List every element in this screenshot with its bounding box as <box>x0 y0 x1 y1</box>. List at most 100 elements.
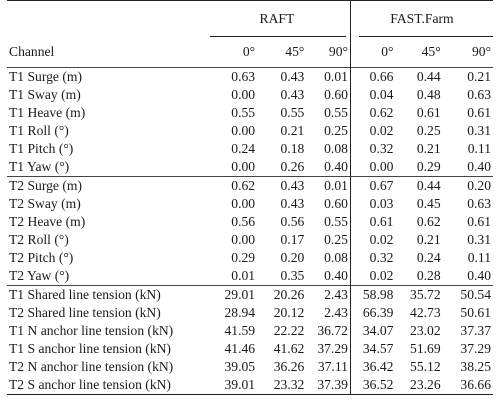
table-cell: 23.32 <box>255 376 305 395</box>
table-cell: 0.21 <box>440 67 493 86</box>
table-cell: 0.32 <box>349 140 394 158</box>
table-cell: 0.21 <box>280 123 305 138</box>
table-cell: 23.26 <box>393 376 441 395</box>
table-row: T2 Sway (m) 0.00 0.43 0.60 0.03 0.45 0.63 <box>7 195 493 213</box>
group-header-raft: RAFT <box>203 0 351 37</box>
table-row: T1 Heave (m) 0.55 0.55 0.55 0.62 0.61 0.61 <box>7 104 493 122</box>
table-cell: 0.24 <box>416 250 441 265</box>
table-cell: 41.62 <box>273 341 305 356</box>
table-cell: 0.60 <box>324 196 348 211</box>
table-cell: 50.54 <box>440 285 493 304</box>
table-cell: 0.29 <box>416 159 441 174</box>
table-cell: 0.00 <box>231 123 256 138</box>
table-row: T1 N anchor line tension (kN) 41.59 22.22 3… <box>7 322 493 340</box>
table-cell: 42.73 <box>410 305 441 320</box>
table-cell: 2.43 <box>304 285 351 304</box>
row-label: T1 Pitch (°) <box>9 141 74 156</box>
table-cell: 51.69 <box>410 341 441 356</box>
table-cell: 0.20 <box>280 250 305 265</box>
group-header-empty <box>7 0 204 37</box>
table-cell: 0.11 <box>467 250 491 265</box>
row-label: T2 Yaw (°) <box>9 268 70 283</box>
table-cell: 0.61 <box>467 214 491 229</box>
table-cell: 0.01 <box>231 268 256 283</box>
table-cell: 0.43 <box>255 67 305 86</box>
table-cell: 0.01 <box>304 67 351 86</box>
table-row: T1 Surge (m) 0.63 0.43 0.01 0.66 0.44 0.21 <box>7 67 493 86</box>
table-cell: 0.55 <box>280 105 305 120</box>
table-cell: 36.42 <box>349 358 394 376</box>
table-cell: 0.62 <box>416 214 441 229</box>
column-header-raft-45: 45° <box>285 44 305 59</box>
table-cell: 0.25 <box>324 232 348 247</box>
row-label: T1 Sway (m) <box>9 87 81 102</box>
table-cell: 0.63 <box>467 196 491 211</box>
table-cell: 36.72 <box>317 323 348 338</box>
table-cell: 0.02 <box>349 231 394 249</box>
table-row: T2 Pitch (°) 0.29 0.20 0.08 0.32 0.24 0.11 <box>7 249 493 267</box>
table-cell: 0.35 <box>280 268 305 283</box>
table-cell: 55.12 <box>410 359 441 374</box>
table-row: T2 S anchor line tension (kN) 39.01 23.32 3… <box>7 376 493 395</box>
table-cell: 0.02 <box>349 122 394 140</box>
column-header-fast-90: 90° <box>471 44 491 59</box>
table-cell: 37.29 <box>460 341 491 356</box>
table-cell: 0.61 <box>416 105 441 120</box>
table-cell: 0.44 <box>393 176 441 195</box>
table-cell: 0.01 <box>304 176 351 195</box>
table-cell: 0.28 <box>416 268 441 283</box>
row-label: T1 Heave (m) <box>9 105 86 120</box>
table-cell: 0.00 <box>349 158 394 177</box>
table-row: T1 Sway (m) 0.00 0.43 0.60 0.04 0.48 0.63 <box>7 86 493 104</box>
table-cell: 58.98 <box>349 285 394 304</box>
column-header-raft-90: 90° <box>328 44 348 59</box>
table-cell: 20.26 <box>255 285 305 304</box>
table-cell: 0.25 <box>416 123 441 138</box>
table-cell: 0.63 <box>203 67 256 86</box>
table-cell: 0.03 <box>349 195 394 213</box>
row-label: T2 Pitch (°) <box>9 250 74 265</box>
table-cell: 50.61 <box>460 305 491 320</box>
group-header-raft-label: RAFT <box>259 11 295 26</box>
table-cell: 0.08 <box>324 141 348 156</box>
table-cell: 0.21 <box>416 141 441 156</box>
row-label: T1 Shared line tension (kN) <box>7 285 204 304</box>
table-cell: 0.67 <box>349 176 394 195</box>
table-cell: 28.94 <box>224 305 256 320</box>
table-cell: 0.25 <box>324 123 348 138</box>
results-table: RAFT FAST.Farm Channel 0° 45° 90° 0° 45°… <box>7 0 494 395</box>
table-row: T1 S anchor line tension (kN) 41.46 41.62 3… <box>7 340 493 358</box>
row-label: T1 Surge (m) <box>7 67 204 86</box>
column-header-raft-0: 0° <box>242 44 256 59</box>
table-cell: 0.21 <box>416 232 441 247</box>
row-label: T2 Sway (m) <box>9 196 81 211</box>
table-cell: 0.43 <box>255 176 305 195</box>
table-cell: 0.02 <box>349 267 394 286</box>
table-cell: 2.43 <box>324 305 348 320</box>
table-cell: 36.66 <box>440 376 493 395</box>
table-cell: 0.18 <box>280 141 305 156</box>
table-cell: 0.62 <box>349 104 394 122</box>
table-row: T1 Pitch (°) 0.24 0.18 0.08 0.32 0.21 0.11 <box>7 140 493 158</box>
column-header-fast-45: 45° <box>421 44 441 59</box>
row-label: T2 Surge (m) <box>7 176 204 195</box>
table-row: T1 Roll (°) 0.00 0.21 0.25 0.02 0.25 0.31 <box>7 122 493 140</box>
group-header-row: RAFT FAST.Farm <box>7 0 494 37</box>
table-cell: 0.40 <box>324 268 348 283</box>
table-cell: 0.40 <box>467 159 491 174</box>
table-cell: 0.31 <box>467 123 491 138</box>
table-cell: 0.00 <box>231 159 256 174</box>
table-cell: 0.55 <box>231 105 256 120</box>
table-cell: 37.39 <box>304 376 351 395</box>
table-cell: 0.60 <box>324 87 348 102</box>
table-row: T1 Yaw (°) 0.00 0.26 0.40 0.00 0.29 0.40 <box>7 158 493 177</box>
table-cell: 0.26 <box>280 159 305 174</box>
table-cell: 35.72 <box>393 285 441 304</box>
table-cell: 0.56 <box>280 214 305 229</box>
table-cell: 0.61 <box>467 105 491 120</box>
group-header-fastfarm: FAST.Farm <box>349 0 494 37</box>
table-cell: 0.29 <box>231 250 256 265</box>
table-cell: 66.39 <box>349 304 394 322</box>
table-cell: 0.24 <box>231 141 256 156</box>
